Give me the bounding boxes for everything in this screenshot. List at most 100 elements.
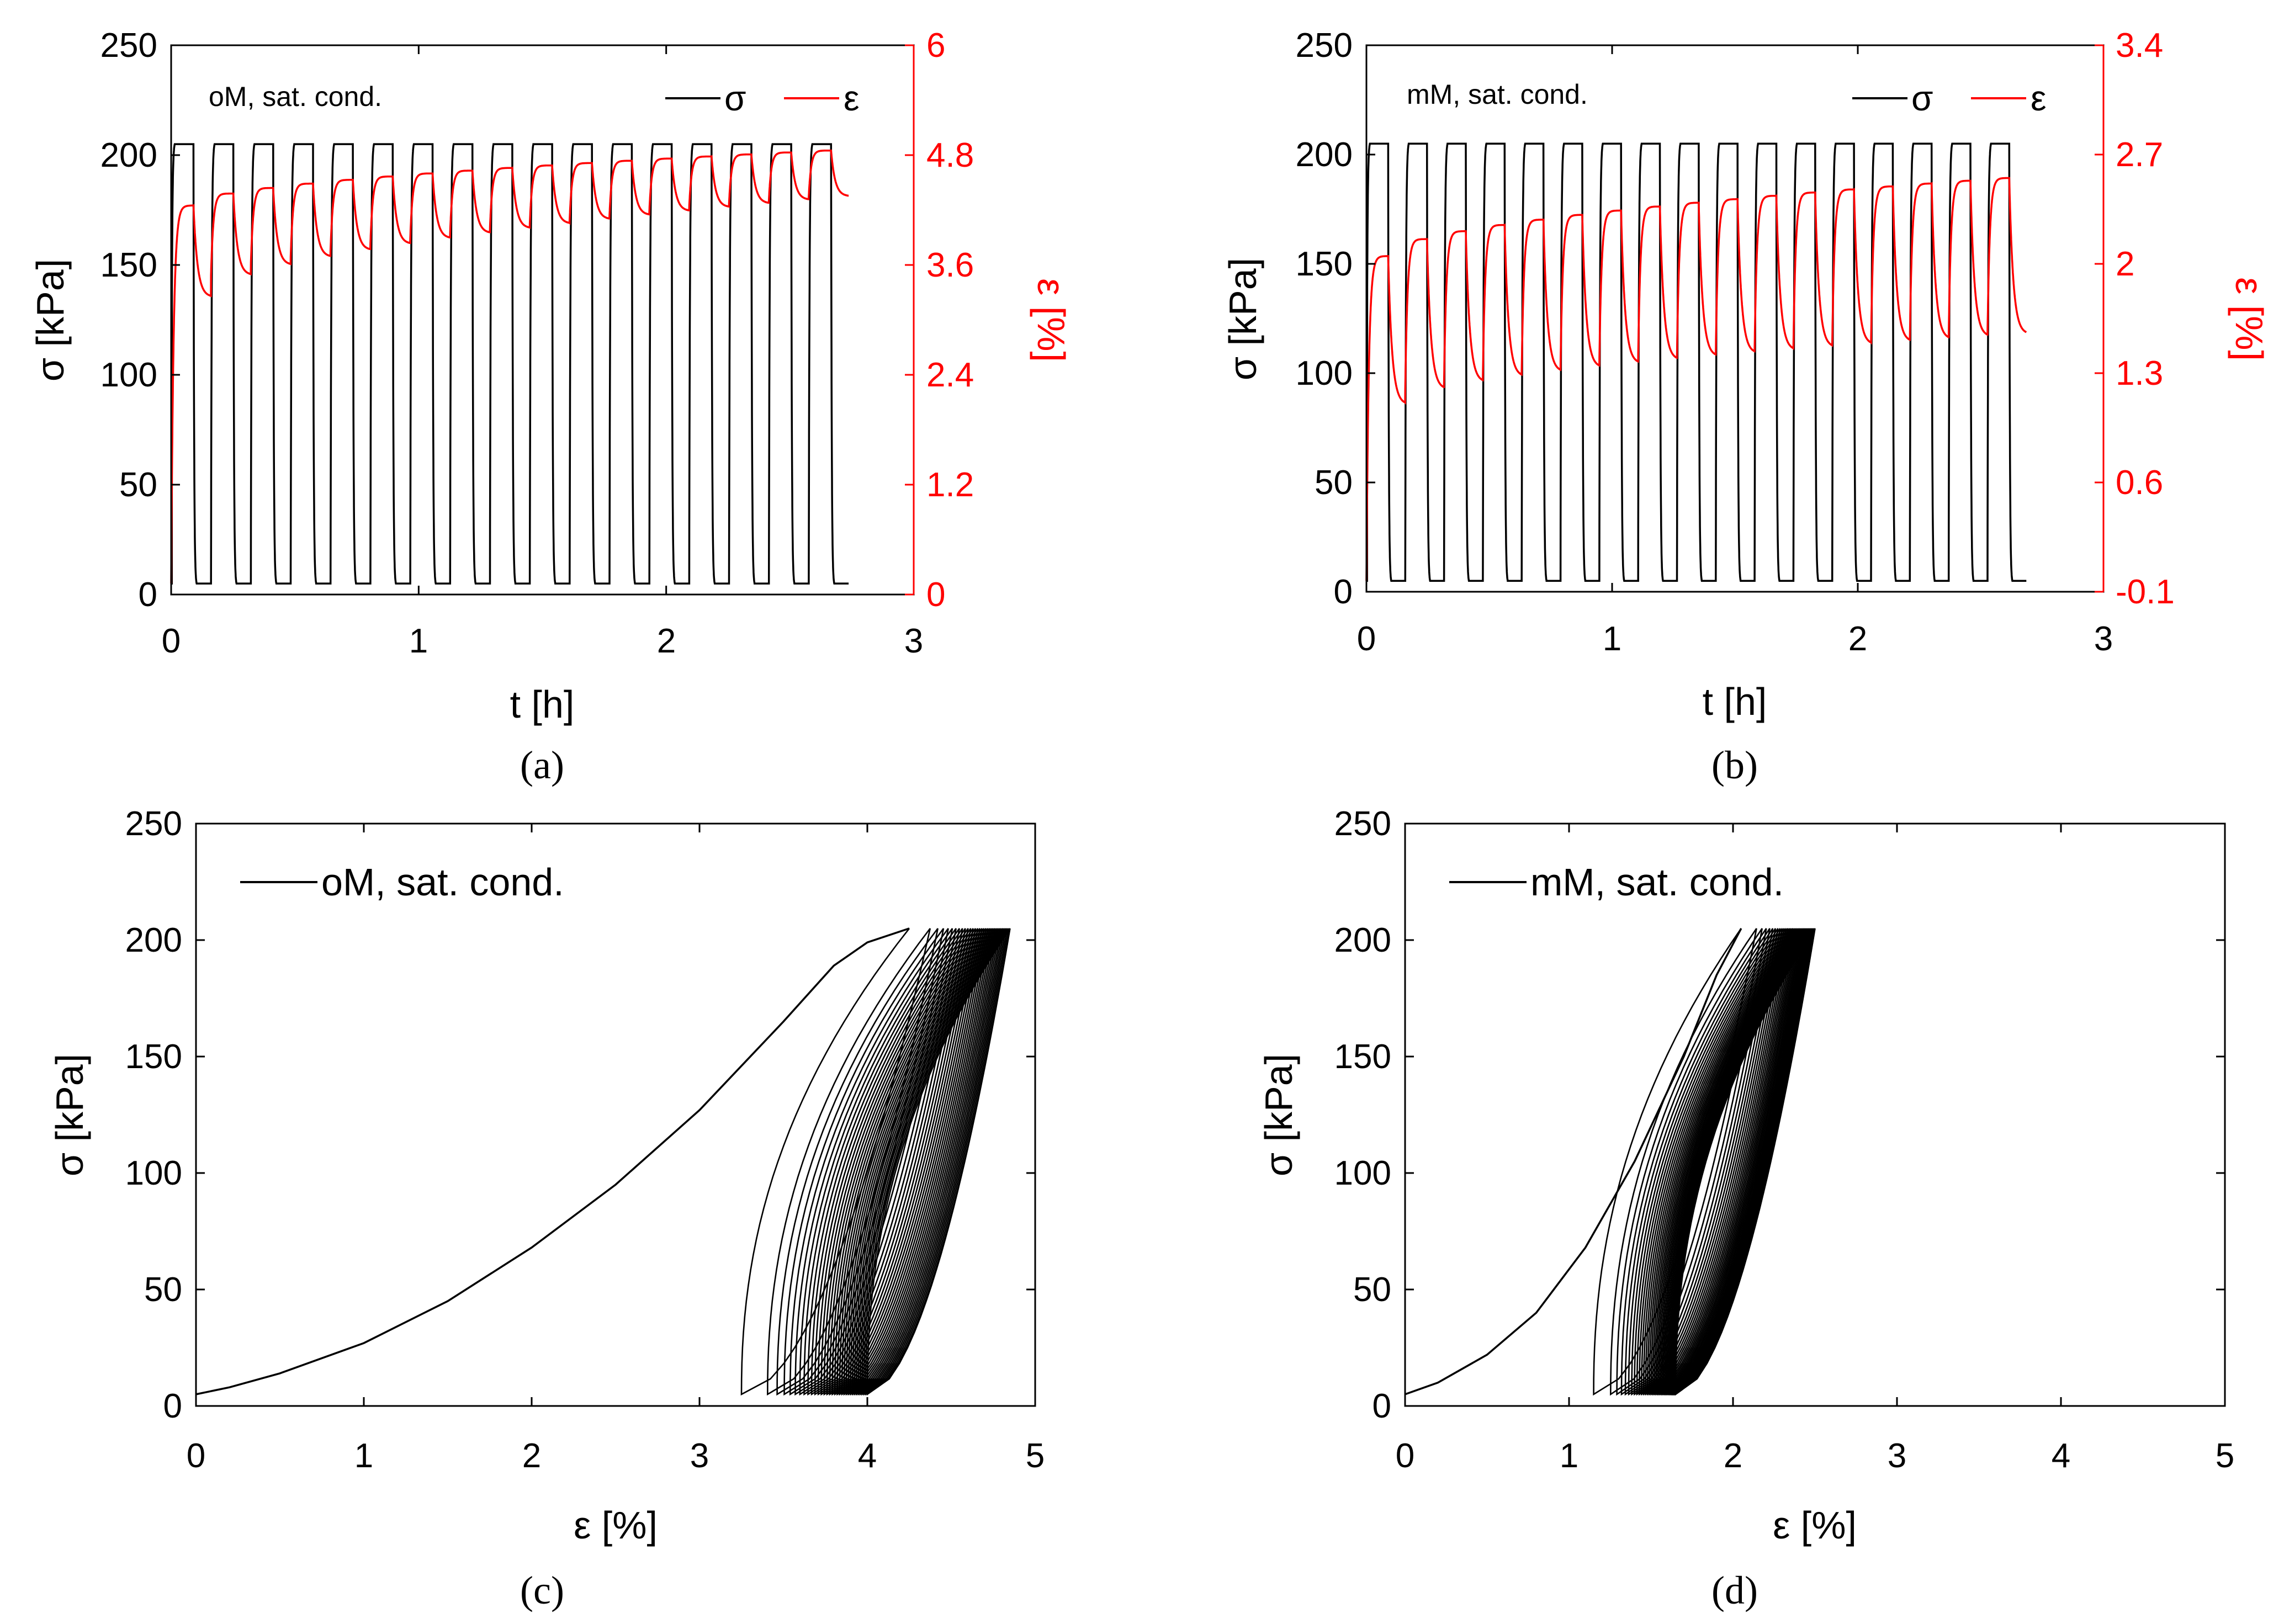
panel-d-xtick-3: 3 [1888,1437,1906,1475]
hysteresis-loop [1645,928,1790,1396]
panel-b-axes-box [1365,44,2105,593]
hysteresis-loop [817,928,974,1396]
hysteresis-loop [1646,928,1792,1396]
panel-a-ytick-right-2: 2.4 [926,356,974,394]
loading-curve [195,927,910,1395]
panel-a-xtick-1: 1 [409,622,428,660]
hysteresis-loop [1650,928,1795,1396]
panel-d-ytick-5: 250 [1334,805,1391,843]
hysteresis-loop [1672,928,1815,1396]
panel-c-xtick-1: 1 [354,1437,373,1475]
panel-d-xtick-2: 2 [1724,1437,1742,1475]
panel-c-legend-label: oM, sat. cond. [321,861,564,904]
series-line-sigma [171,143,849,585]
panel-c-xtick-5: 5 [1026,1437,1045,1475]
hysteresis-loop [1631,928,1779,1396]
hysteresis-loop [1638,928,1785,1396]
hysteresis-loop [866,928,1011,1396]
panel-b-ytick-right-4: 2.7 [2116,136,2163,174]
hysteresis-loop [814,928,972,1396]
hysteresis-loop [859,928,1006,1396]
hysteresis-loop [861,928,1008,1396]
panel-d-caption: (d) [1711,1568,1758,1612]
panel-b-ytick-5: 250 [1296,26,1353,65]
panel-d-axes-box [1404,822,2226,1407]
series-line-epsilon [1365,177,2027,581]
hysteresis-loop [810,928,969,1396]
hysteresis-loop [1667,928,1811,1396]
panel-d-xlabel: ε [%] [1773,1504,1857,1547]
hysteresis-loop [1660,928,1804,1396]
panel-b: 0 1 2 3 0 50 100 150 200 250 -0.1 0.6 1.… [1221,26,2271,787]
hysteresis-loop [1658,928,1803,1396]
panel-b-ticks [1365,44,2105,593]
hysteresis-loop [740,928,931,1396]
series-line-epsilon [170,149,849,584]
hysteresis-loop [850,928,999,1396]
panel-a-legend-label-sigma: σ [724,78,746,118]
hysteresis-loop [1640,928,1787,1396]
panel-b-ytick-1: 50 [1315,464,1353,502]
panel-c-xtick-0: 0 [187,1437,205,1475]
panel-b-ytick-3: 150 [1296,245,1353,283]
panel-b-caption: (b) [1711,743,1758,787]
loading-curve [1405,928,1742,1395]
hysteresis-loop [1634,928,1781,1396]
panel-b-annotation: mM, sat. cond. [1407,79,1588,110]
hysteresis-loop [845,928,996,1396]
panel-d-ytick-2: 100 [1334,1154,1391,1192]
panel-c-ylabel: σ [kPa] [48,1054,91,1176]
panel-a-xtick-0: 0 [162,622,181,660]
hysteresis-loop [1628,928,1777,1396]
panel-c-ytick-2: 100 [125,1154,182,1192]
hysteresis-loop [1654,928,1798,1396]
panel-a-ytick-3: 150 [100,246,157,284]
panel-d-xtick-5: 5 [2216,1437,2234,1475]
panel-b-ylabel: σ [kPa] [1221,258,1264,380]
hysteresis-loop [847,928,998,1396]
hysteresis-loop [820,928,977,1396]
hysteresis-loop [1624,928,1774,1396]
panel-d-xtick-1: 1 [1560,1437,1578,1475]
hysteresis-loop [1674,928,1816,1396]
panel-c-xtick-4: 4 [858,1437,877,1475]
hysteresis-loop [1669,928,1812,1396]
panel-a-ylabel-right: ε [%] [1030,278,1073,362]
panel-a-axes-box [170,44,915,596]
panel-b-legend-label-sigma: σ [1911,78,1933,118]
panel-c-plot-lines [195,927,1011,1396]
hysteresis-loop [857,928,1005,1396]
panel-a-ytick-5: 250 [100,26,157,65]
panel-a-ytick-right-4: 4.8 [926,136,974,174]
hysteresis-loop [854,928,1002,1396]
hysteresis-loop [831,928,985,1396]
panel-b-plot-lines [1365,142,2027,582]
panel-c-xlabel: ε [%] [574,1504,658,1547]
panel-b-ytick-right-3: 2 [2116,245,2134,283]
hysteresis-loop [1655,928,1800,1396]
panel-c-caption: (c) [520,1568,564,1612]
panel-a-ylabel: σ [kPa] [29,259,72,381]
panel-c-ticks [195,822,1036,1407]
panel-a-ytick-right-0: 0 [926,576,945,614]
panel-b-ytick-2: 100 [1296,354,1353,392]
hysteresis-loop [1663,928,1808,1396]
hysteresis-loop [1649,928,1794,1396]
hysteresis-loop [826,928,981,1396]
panel-b-ytick-right-2: 1.3 [2116,354,2163,392]
panel-a-ticks [170,44,915,596]
hysteresis-loop [1662,928,1806,1396]
panel-b-ytick-right-0: -0.1 [2116,573,2175,611]
panel-b-ytick-0: 0 [1334,573,1353,611]
panel-b-xtick-0: 0 [1357,620,1376,658]
panel-c-axes-box [195,822,1036,1407]
panel-b-ytick-right-1: 0.6 [2116,464,2163,502]
panel-c-ytick-4: 200 [125,921,182,959]
panel-d-ytick-0: 0 [1372,1387,1391,1425]
panel-d-xtick-4: 4 [2052,1437,2070,1475]
panel-a-xlabel: t [h] [510,683,575,726]
panel-c-ytick-1: 50 [144,1271,182,1309]
panel-b-ytick-right-5: 3.4 [2116,26,2163,65]
panel-b-ytick-4: 200 [1296,136,1353,174]
hysteresis-loop [1652,928,1797,1396]
